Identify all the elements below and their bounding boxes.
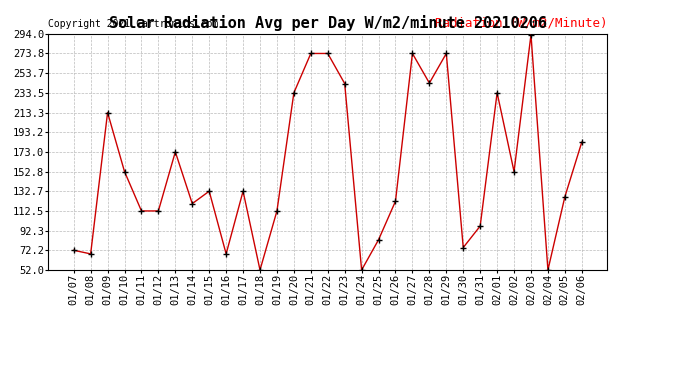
Text: Radiation (W/m2/Minute): Radiation (W/m2/Minute) [435, 16, 607, 29]
Text: Copyright 2021 Cartronics.com: Copyright 2021 Cartronics.com [48, 19, 219, 29]
Title: Solar Radiation Avg per Day W/m2/minute 20210206: Solar Radiation Avg per Day W/m2/minute … [109, 15, 546, 31]
